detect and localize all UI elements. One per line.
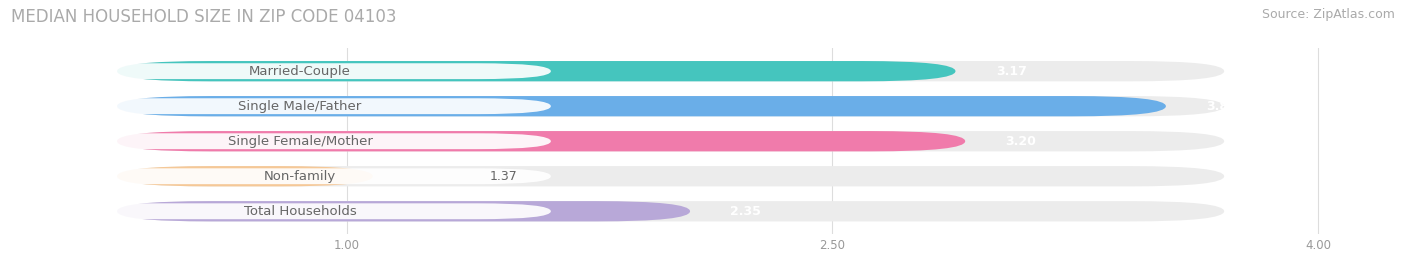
Text: Single Female/Mother: Single Female/Mother xyxy=(228,135,373,148)
Text: 3.82: 3.82 xyxy=(1206,100,1237,113)
FancyBboxPatch shape xyxy=(49,168,551,184)
FancyBboxPatch shape xyxy=(117,131,1225,151)
Text: Married-Couple: Married-Couple xyxy=(249,65,352,78)
FancyBboxPatch shape xyxy=(49,203,551,219)
Text: Total Households: Total Households xyxy=(243,205,356,218)
Text: 3.17: 3.17 xyxy=(995,65,1026,78)
Text: 1.37: 1.37 xyxy=(489,170,517,183)
FancyBboxPatch shape xyxy=(117,201,1225,221)
FancyBboxPatch shape xyxy=(117,61,1225,81)
FancyBboxPatch shape xyxy=(117,201,690,221)
Text: 2.35: 2.35 xyxy=(730,205,761,218)
Text: 3.20: 3.20 xyxy=(1005,135,1036,148)
FancyBboxPatch shape xyxy=(49,98,551,114)
FancyBboxPatch shape xyxy=(49,133,551,149)
FancyBboxPatch shape xyxy=(49,63,551,79)
Text: Source: ZipAtlas.com: Source: ZipAtlas.com xyxy=(1261,8,1395,21)
FancyBboxPatch shape xyxy=(117,96,1225,116)
Text: Single Male/Father: Single Male/Father xyxy=(239,100,361,113)
FancyBboxPatch shape xyxy=(117,131,965,151)
FancyBboxPatch shape xyxy=(117,166,373,186)
Text: MEDIAN HOUSEHOLD SIZE IN ZIP CODE 04103: MEDIAN HOUSEHOLD SIZE IN ZIP CODE 04103 xyxy=(11,8,396,26)
FancyBboxPatch shape xyxy=(117,61,956,81)
FancyBboxPatch shape xyxy=(117,96,1166,116)
Text: Non-family: Non-family xyxy=(264,170,336,183)
FancyBboxPatch shape xyxy=(117,166,1225,186)
